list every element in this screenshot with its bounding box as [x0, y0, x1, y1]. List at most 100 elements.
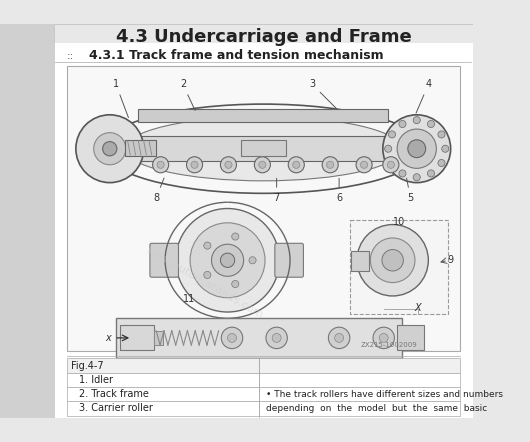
Text: 11: 11 [183, 293, 196, 304]
Text: 9: 9 [448, 255, 454, 265]
Circle shape [428, 170, 435, 177]
Circle shape [399, 120, 406, 128]
Text: x: x [105, 333, 111, 343]
Circle shape [211, 244, 244, 276]
Circle shape [438, 131, 445, 138]
Bar [259, 387, 460, 401]
Circle shape [94, 133, 126, 165]
Circle shape [408, 140, 426, 158]
Text: X: X [414, 303, 421, 312]
Circle shape [190, 223, 265, 298]
Circle shape [383, 157, 399, 173]
Bar [154, 331, 163, 345]
Bar [67, 358, 259, 373]
Circle shape [373, 327, 394, 349]
Text: 4: 4 [416, 80, 431, 113]
Circle shape [326, 161, 334, 168]
Circle shape [388, 160, 395, 167]
Bar [116, 318, 402, 358]
Bar [0, 24, 54, 418]
Circle shape [222, 327, 243, 349]
Circle shape [387, 161, 394, 168]
Circle shape [322, 157, 338, 173]
Bar [350, 220, 448, 314]
Circle shape [438, 160, 445, 167]
Circle shape [204, 271, 211, 278]
Circle shape [413, 174, 420, 181]
Bar [120, 325, 154, 351]
Text: 4.3 Undercarriage and Frame: 4.3 Undercarriage and Frame [116, 28, 412, 46]
FancyBboxPatch shape [150, 243, 179, 277]
Bar [138, 110, 388, 122]
Circle shape [103, 141, 117, 156]
Circle shape [157, 161, 164, 168]
Circle shape [266, 327, 287, 349]
Text: ::: :: [67, 51, 74, 61]
Circle shape [191, 161, 198, 168]
Bar [259, 401, 460, 415]
Bar [67, 387, 259, 401]
Circle shape [397, 129, 436, 168]
Bar [259, 373, 460, 387]
Circle shape [357, 225, 428, 296]
Circle shape [220, 253, 235, 267]
Text: 3. Carrier roller: 3. Carrier roller [78, 404, 153, 413]
Circle shape [204, 242, 211, 249]
Circle shape [334, 333, 343, 343]
Circle shape [356, 157, 372, 173]
Bar [259, 358, 460, 373]
Circle shape [399, 170, 406, 177]
Text: 1. Idler: 1. Idler [78, 375, 112, 385]
Circle shape [76, 115, 144, 183]
Circle shape [385, 145, 392, 152]
Text: 6: 6 [336, 178, 342, 203]
Bar [67, 401, 259, 415]
Circle shape [232, 233, 239, 240]
Bar [241, 140, 286, 156]
Circle shape [293, 161, 300, 168]
Text: 3: 3 [310, 80, 337, 109]
Circle shape [225, 161, 232, 168]
Bar [54, 24, 473, 418]
Bar [67, 66, 460, 351]
Text: 8: 8 [153, 178, 164, 203]
Bar [397, 325, 424, 351]
Circle shape [272, 333, 281, 343]
Circle shape [232, 281, 239, 288]
Text: depending  on  the  model  but  the  same  basic: depending on the model but the same basi… [266, 404, 487, 413]
Text: www.autoecatanas.com: www.autoecatanas.com [145, 245, 266, 320]
Circle shape [249, 257, 256, 264]
Circle shape [441, 145, 449, 152]
Bar [67, 373, 259, 387]
Ellipse shape [125, 117, 402, 181]
Text: 1: 1 [113, 80, 128, 118]
Text: 7: 7 [273, 178, 280, 203]
Circle shape [370, 238, 415, 282]
Circle shape [187, 157, 202, 173]
Bar [105, 136, 421, 161]
Bar [351, 251, 368, 271]
Text: Fig.4-7: Fig.4-7 [72, 361, 104, 370]
Circle shape [288, 157, 304, 173]
Text: • The track rollers have different sizes and numbers: • The track rollers have different sizes… [266, 390, 503, 399]
Circle shape [360, 161, 368, 168]
Circle shape [382, 250, 403, 271]
Circle shape [220, 157, 236, 173]
Text: 10: 10 [393, 217, 405, 227]
Circle shape [413, 117, 420, 124]
Bar [54, 24, 473, 43]
Circle shape [227, 333, 236, 343]
Text: ZX215-1002009: ZX215-1002009 [361, 342, 418, 348]
Circle shape [153, 157, 169, 173]
FancyBboxPatch shape [275, 243, 303, 277]
Circle shape [329, 327, 350, 349]
Circle shape [176, 209, 279, 312]
Circle shape [388, 131, 395, 138]
Circle shape [428, 120, 435, 128]
Circle shape [259, 161, 266, 168]
Text: 2. Track frame: 2. Track frame [78, 389, 148, 399]
Circle shape [379, 333, 388, 343]
Text: 4.3.1 Track frame and tension mechanism: 4.3.1 Track frame and tension mechanism [89, 50, 384, 62]
Text: 5: 5 [407, 178, 413, 203]
Circle shape [254, 157, 270, 173]
